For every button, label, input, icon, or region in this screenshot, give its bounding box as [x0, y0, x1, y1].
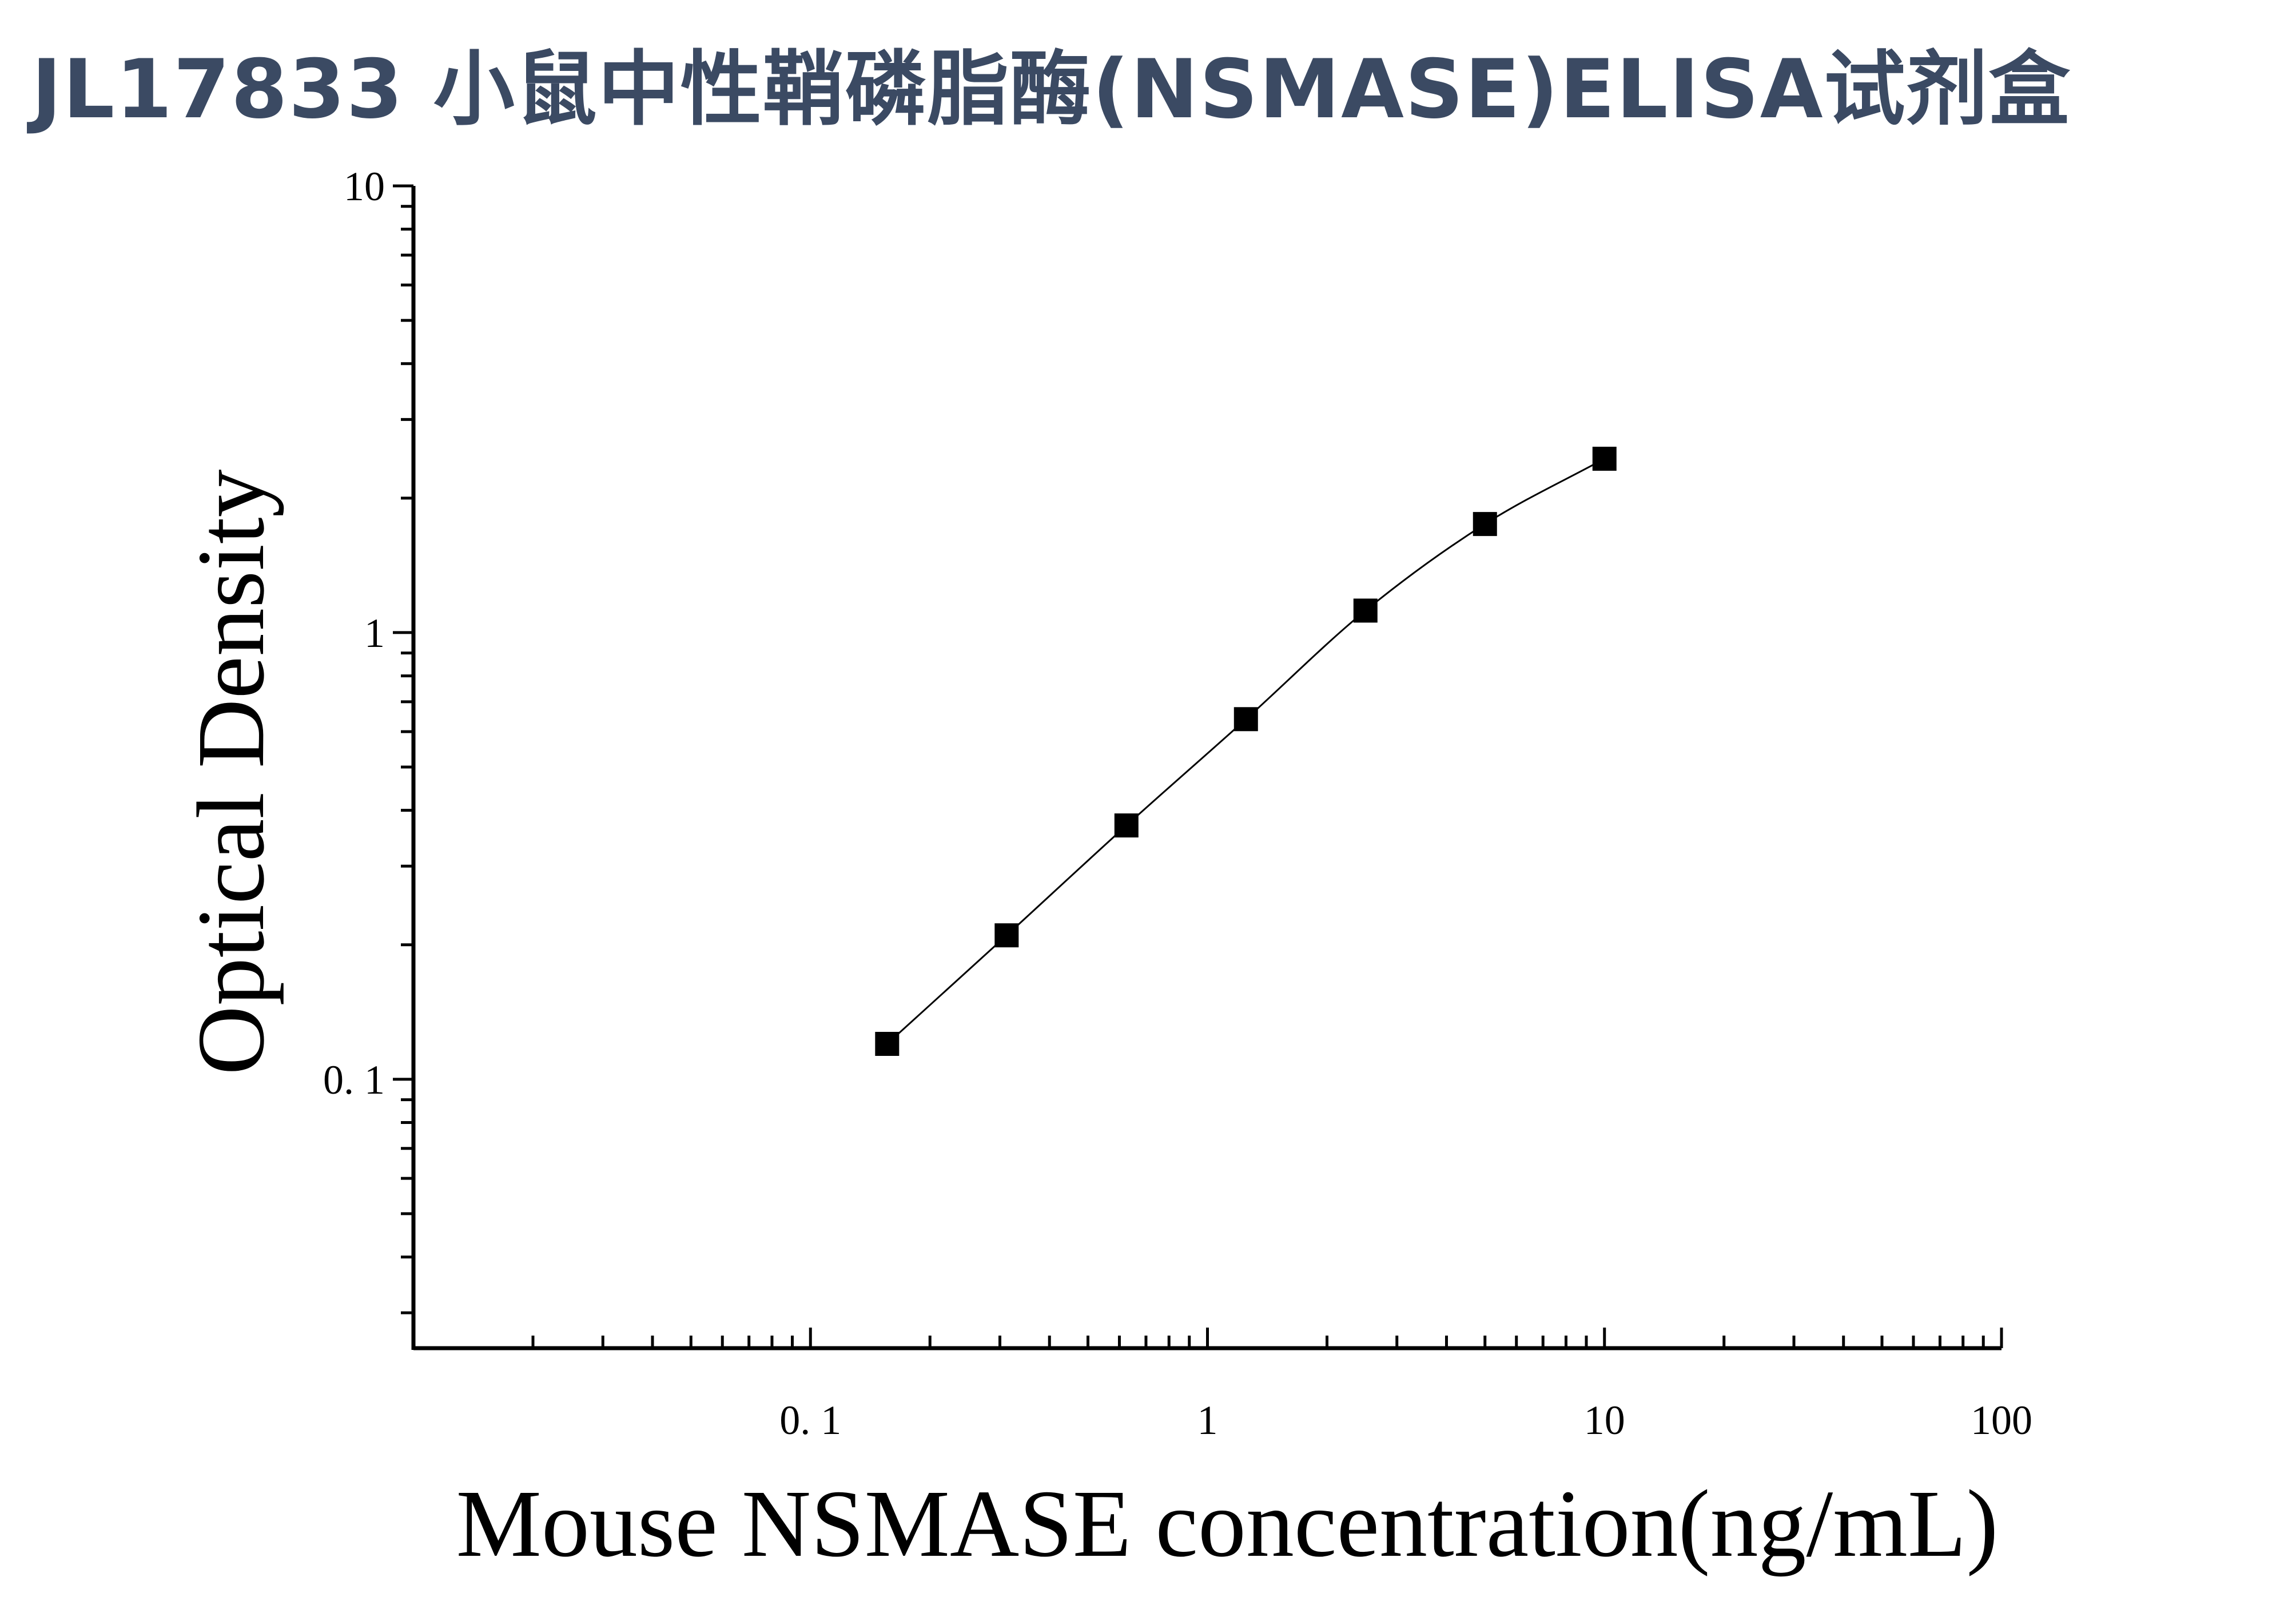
- data-point: [1353, 598, 1378, 623]
- y-tick-label: 1: [364, 610, 385, 656]
- y-axis-title: Optical Density: [178, 469, 284, 1075]
- x-tick-label: 0. 1: [779, 1397, 841, 1443]
- data-point: [1233, 707, 1258, 732]
- ticks: [393, 184, 2003, 1348]
- x-tick-label: 10: [1584, 1397, 1625, 1443]
- x-axis-title: Mouse NSMASE concentration(ng/mL): [456, 1471, 1999, 1577]
- data-point: [1114, 813, 1139, 838]
- x-tick-label: 100: [1971, 1397, 2032, 1443]
- page-title: JL17833 小鼠中性鞘磷脂酶(NSMASE)ELISA试剂盒: [31, 42, 2071, 137]
- data-point: [994, 923, 1019, 948]
- y-tick-label: 0. 1: [323, 1057, 385, 1103]
- data-point: [875, 1032, 900, 1056]
- x-tick-label: 1: [1197, 1397, 1218, 1443]
- tick-labels: 0. 1 1 10 100 0. 1 1 10: [323, 164, 2032, 1443]
- data-point: [1592, 447, 1617, 471]
- axes: [411, 186, 2001, 1350]
- data-point: [1473, 512, 1497, 537]
- data-points: [875, 447, 1617, 1056]
- fit-curve: [886, 458, 1605, 1045]
- y-tick-label: 10: [344, 164, 385, 209]
